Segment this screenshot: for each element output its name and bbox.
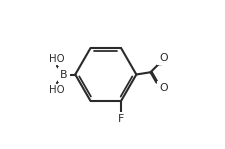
Text: HO: HO	[49, 84, 65, 95]
Text: O: O	[159, 53, 168, 63]
Text: B: B	[60, 69, 68, 80]
Text: HO: HO	[49, 54, 65, 65]
Text: F: F	[118, 114, 124, 124]
Text: O: O	[159, 83, 168, 93]
